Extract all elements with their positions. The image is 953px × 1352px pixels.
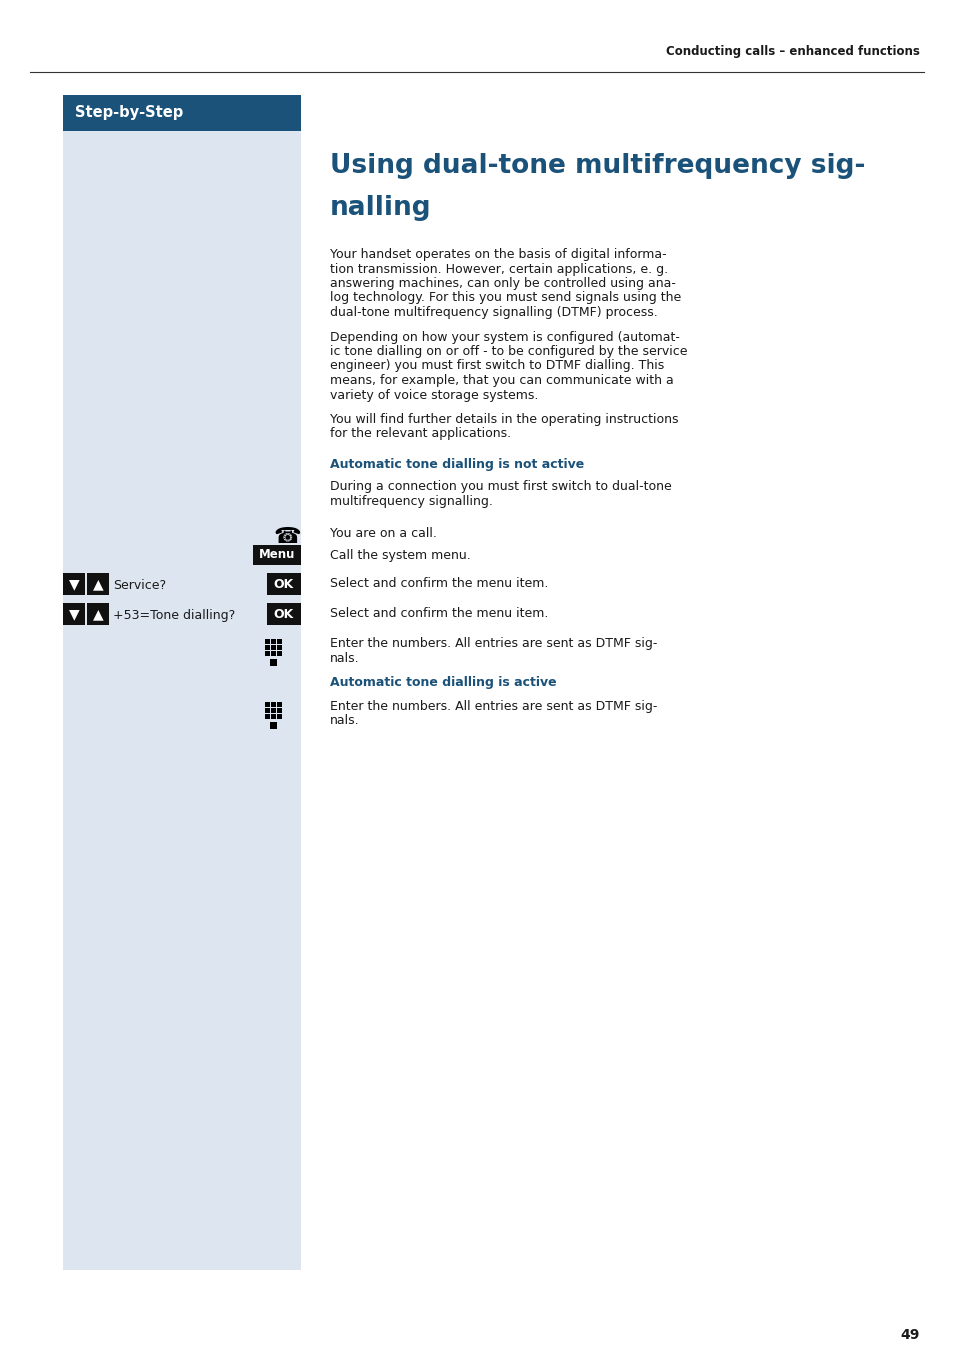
Bar <box>265 645 270 650</box>
Text: You will find further details in the operating instructions: You will find further details in the ope… <box>330 412 678 426</box>
Text: Service?: Service? <box>112 579 166 592</box>
Bar <box>271 652 275 656</box>
Bar <box>253 545 301 565</box>
Bar <box>87 603 109 625</box>
Text: engineer) you must first switch to DTMF dialling. This: engineer) you must first switch to DTMF … <box>330 360 663 373</box>
Text: Select and confirm the menu item.: Select and confirm the menu item. <box>330 577 548 589</box>
Text: dual-tone multifrequency signalling (DTMF) process.: dual-tone multifrequency signalling (DTM… <box>330 306 657 319</box>
Bar <box>270 722 276 729</box>
Text: ▼: ▼ <box>69 577 79 591</box>
Bar <box>270 658 276 667</box>
Bar <box>63 95 301 1270</box>
Text: OK: OK <box>274 577 294 591</box>
Text: 49: 49 <box>900 1328 919 1343</box>
Bar <box>87 573 109 595</box>
Text: tion transmission. However, certain applications, e. g.: tion transmission. However, certain appl… <box>330 262 667 276</box>
Text: log technology. For this you must send signals using the: log technology. For this you must send s… <box>330 292 680 304</box>
Bar <box>271 645 275 650</box>
Text: for the relevant applications.: for the relevant applications. <box>330 427 511 441</box>
Bar <box>267 603 301 625</box>
Text: Enter the numbers. All entries are sent as DTMF sig-: Enter the numbers. All entries are sent … <box>330 700 657 713</box>
Bar <box>63 603 85 625</box>
Bar <box>276 714 282 719</box>
Text: ic tone dialling on or off - to be configured by the service: ic tone dialling on or off - to be confi… <box>330 345 687 358</box>
Text: +53=Tone dialling?: +53=Tone dialling? <box>112 608 235 622</box>
Bar <box>271 639 275 644</box>
Text: During a connection you must first switch to dual-tone: During a connection you must first switc… <box>330 480 671 493</box>
Text: Select and confirm the menu item.: Select and confirm the menu item. <box>330 607 548 621</box>
Bar <box>265 714 270 719</box>
Bar <box>63 95 301 131</box>
Bar <box>267 573 301 595</box>
Text: Your handset operates on the basis of digital informa-: Your handset operates on the basis of di… <box>330 247 666 261</box>
Text: Automatic tone dialling is active: Automatic tone dialling is active <box>330 676 556 690</box>
Text: Enter the numbers. All entries are sent as DTMF sig-: Enter the numbers. All entries are sent … <box>330 637 657 650</box>
Text: multifrequency signalling.: multifrequency signalling. <box>330 495 493 507</box>
Text: Conducting calls – enhanced functions: Conducting calls – enhanced functions <box>665 46 919 58</box>
Bar <box>276 639 282 644</box>
Text: nals.: nals. <box>330 714 359 727</box>
Text: Depending on how your system is configured (automat-: Depending on how your system is configur… <box>330 330 679 343</box>
Bar <box>276 708 282 713</box>
Text: Using dual-tone multifrequency sig-: Using dual-tone multifrequency sig- <box>330 153 864 178</box>
Text: variety of voice storage systems.: variety of voice storage systems. <box>330 388 537 402</box>
Bar <box>271 702 275 707</box>
Bar <box>276 702 282 707</box>
Text: answering machines, can only be controlled using ana-: answering machines, can only be controll… <box>330 277 675 289</box>
Text: means, for example, that you can communicate with a: means, for example, that you can communi… <box>330 375 673 387</box>
Text: Menu: Menu <box>258 549 294 561</box>
Text: ▼: ▼ <box>69 607 79 621</box>
Bar <box>271 708 275 713</box>
Bar <box>271 714 275 719</box>
Bar <box>265 639 270 644</box>
Text: Call the system menu.: Call the system menu. <box>330 549 470 562</box>
Bar <box>63 573 85 595</box>
Text: Step-by-Step: Step-by-Step <box>75 105 183 120</box>
Bar <box>265 702 270 707</box>
Text: ▲: ▲ <box>92 577 103 591</box>
Text: OK: OK <box>274 607 294 621</box>
Text: ▲: ▲ <box>92 607 103 621</box>
Bar <box>276 645 282 650</box>
Text: nals.: nals. <box>330 652 359 664</box>
Bar <box>276 652 282 656</box>
Text: ☎: ☎ <box>273 527 300 548</box>
Text: nalling: nalling <box>330 195 431 220</box>
Text: You are on a call.: You are on a call. <box>330 527 436 539</box>
Bar <box>265 652 270 656</box>
Text: Automatic tone dialling is not active: Automatic tone dialling is not active <box>330 458 583 470</box>
Bar <box>265 708 270 713</box>
